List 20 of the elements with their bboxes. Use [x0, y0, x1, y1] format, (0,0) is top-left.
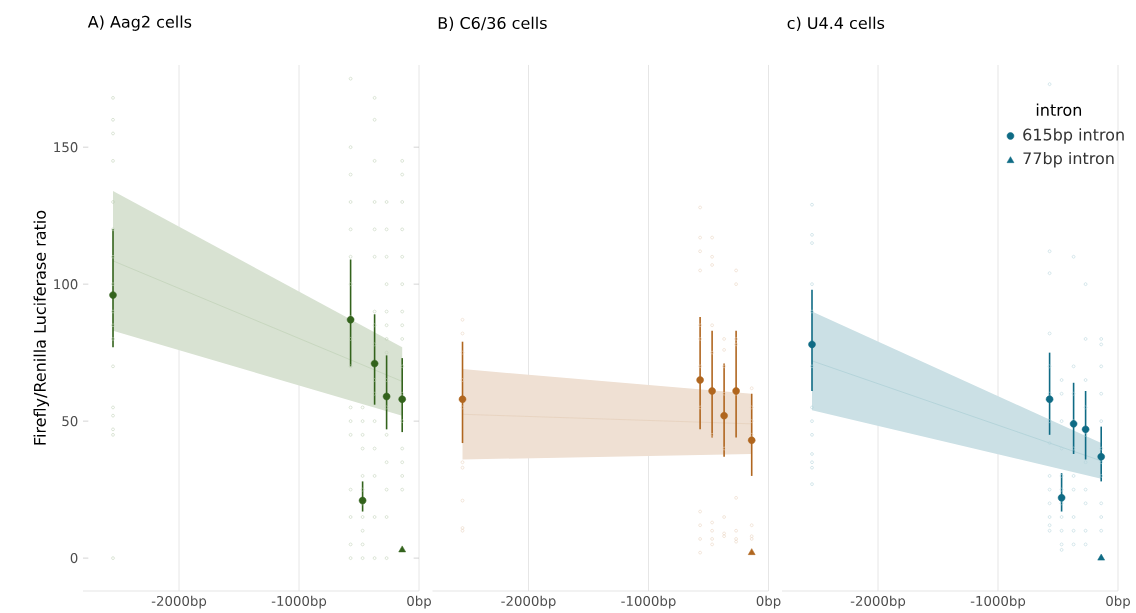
x-tick-label: -1000bp [621, 595, 676, 609]
chart-title: B) C6/36 cells [438, 16, 547, 31]
x-tick-label: 0bp [407, 595, 431, 609]
x-tick-label: -2000bp [151, 595, 207, 609]
y-tick-label: 0 [70, 553, 78, 564]
y-tick-label: 150 [54, 142, 78, 153]
x-tick-label: -2000bp [850, 595, 906, 609]
x-tick-label: -1000bp [970, 595, 1026, 609]
x-tick-label: 0bp [756, 595, 781, 609]
legend-title: intron [1036, 103, 1082, 116]
y-tick-label: 50 [62, 416, 78, 427]
x-tick-label: 0bp [1106, 595, 1130, 609]
legend-label: 77bp intron [1023, 151, 1114, 168]
chart-title: c) U4.4 cells [787, 16, 885, 31]
y-axis-title: Firefly/Renilla Luciferase ratio [33, 210, 50, 445]
x-tick-label: -2000bp [501, 595, 556, 609]
y-tick-label: 100 [54, 279, 78, 290]
legend-label: 615bp intron [1023, 128, 1124, 144]
x-tick-label: -1000bp [271, 595, 327, 609]
chart-title: A) Aag2 cells [87, 15, 192, 31]
